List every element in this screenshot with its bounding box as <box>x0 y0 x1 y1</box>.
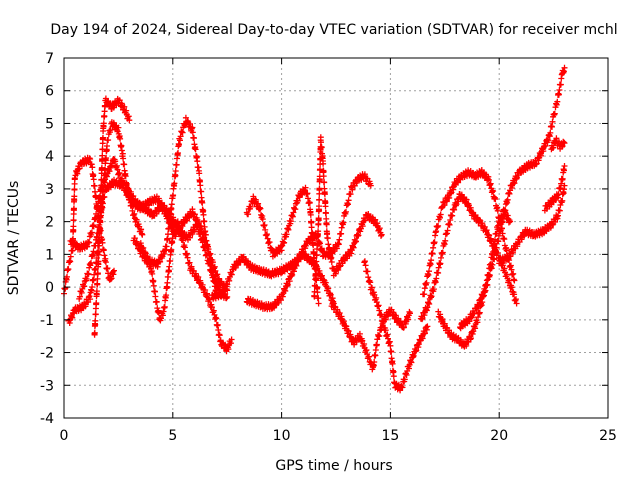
y-axis-label: SDTVAR / TECUs <box>6 181 22 296</box>
marker-trace <box>243 171 374 313</box>
x-tick-label: 10 <box>273 428 291 444</box>
grid-lines <box>64 58 608 418</box>
series-sat-track-20 <box>548 135 568 153</box>
y-tick-label: -1 <box>40 313 54 329</box>
marker-trace <box>548 135 568 153</box>
x-tick-label: 20 <box>490 428 508 444</box>
series-sat-track-19 <box>541 163 568 214</box>
marker-trace <box>328 299 413 373</box>
y-tick-label: 0 <box>45 280 54 296</box>
marker-trace <box>420 167 518 298</box>
marker-trace <box>457 64 568 332</box>
y-tick-label: -2 <box>40 346 54 362</box>
series-sat-track-7 <box>137 114 220 297</box>
y-tick-label: 4 <box>45 149 54 165</box>
series-sat-track-9 <box>243 184 322 307</box>
marker-trace <box>361 258 431 394</box>
marker-trace <box>137 114 220 297</box>
series-sat-track-15 <box>420 167 518 298</box>
y-tick-label: -3 <box>40 378 54 394</box>
y-tick-label: 2 <box>45 215 54 231</box>
x-axis: 0 5 10 15 20 25 <box>60 58 617 444</box>
x-axis-label: GPS time / hours <box>275 458 392 474</box>
y-tick-label: 5 <box>45 116 54 132</box>
y-tick-label: 3 <box>45 182 54 198</box>
series-sat-track-18 <box>496 182 568 267</box>
y-tick-label: 1 <box>45 247 54 263</box>
marker-trace <box>496 182 568 267</box>
series-sat-track-13 <box>361 258 431 394</box>
plot-frame <box>63 57 609 419</box>
series-sat-track-11 <box>243 171 374 313</box>
chart-title: Day 194 of 2024, Sidereal Day-to-day VTE… <box>50 22 617 38</box>
y-tick-label: -4 <box>40 411 54 427</box>
x-tick-label: 15 <box>381 428 399 444</box>
y-axis: -4 -3 -2 -1 0 1 2 3 4 5 6 7 <box>40 51 608 427</box>
y-tick-label: 6 <box>45 84 54 100</box>
marker-trace <box>541 163 568 214</box>
series-sat-track-17 <box>457 64 568 332</box>
marker-trace <box>243 184 322 307</box>
y-tick-label: 7 <box>45 51 54 67</box>
x-tick-label: 25 <box>599 428 617 444</box>
series-sat-track-5 <box>76 176 231 302</box>
marker-trace <box>76 176 231 302</box>
x-tick-label: 0 <box>60 428 69 444</box>
data-marks <box>61 64 568 394</box>
series-sat-track-12 <box>328 299 413 373</box>
x-tick-label: 5 <box>168 428 177 444</box>
